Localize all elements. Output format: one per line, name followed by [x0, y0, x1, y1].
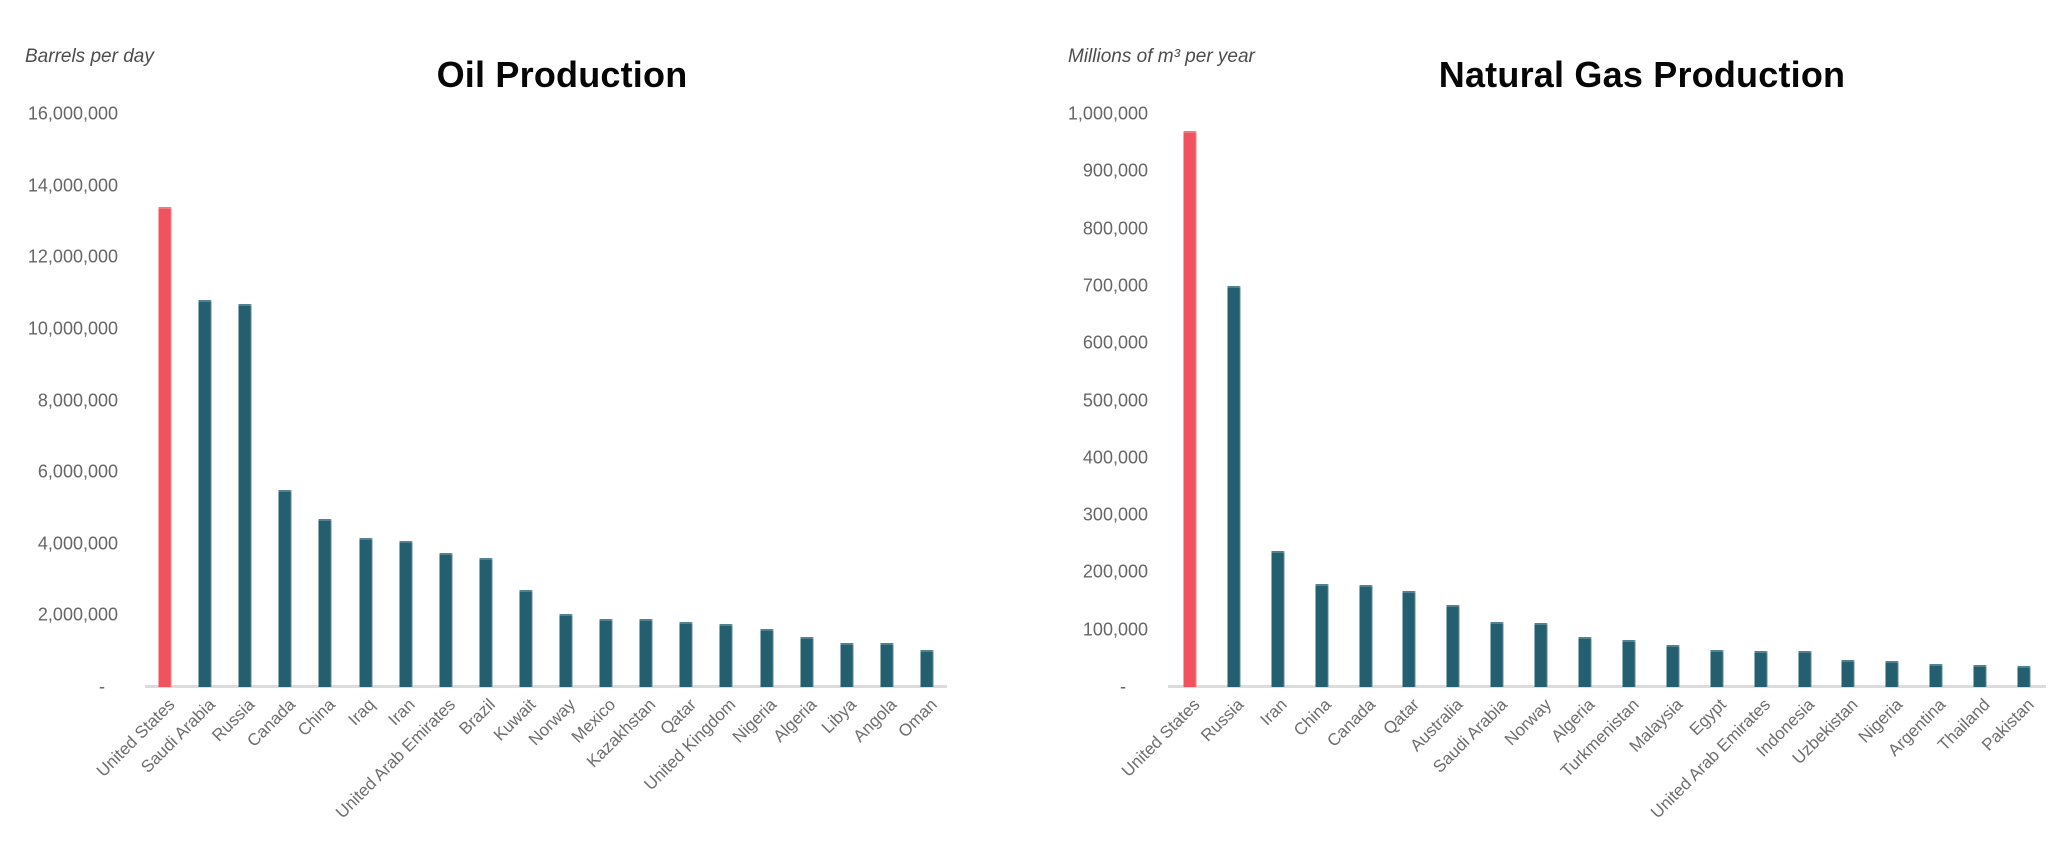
oil-y-axis: 16,000,000 14,000,000 12,000,000 10,000,000… — [16, 104, 118, 697]
bar-uzbekistan — [1841, 659, 1855, 687]
bar-russia — [1227, 285, 1241, 687]
bar-angola — [880, 642, 894, 687]
y-tick-label: 500,000 — [1082, 390, 1148, 410]
bar-thailand — [1973, 665, 1987, 687]
gas-x-axis: United States Russia Iran China Canada Qatar A… — [1118, 695, 2046, 848]
bar-kazakhstan — [639, 619, 653, 687]
gas-y-axis-caption: Millions of m³ per year — [1068, 46, 1255, 67]
x-tick-label: Oman — [894, 695, 941, 742]
bar-australia — [1446, 605, 1460, 687]
bar-saudi-arabia — [1490, 621, 1504, 687]
bar-united-arab-emirates — [439, 552, 453, 687]
bar-algeria — [800, 636, 814, 687]
y-tick-label: 10,000,000 — [27, 318, 118, 339]
y-tick-label: 800,000 — [1082, 218, 1148, 239]
bar-united-kingdom — [719, 623, 733, 687]
bar-united-states — [1183, 131, 1197, 687]
bar-kuwait — [519, 589, 533, 687]
oil-x-axis-line — [145, 685, 947, 688]
natural-gas-production-chart: Millions of m³ per year Natural Gas Prod… — [1056, 0, 2048, 848]
x-tick-label: Iran — [1257, 695, 1292, 730]
y-tick-label: 100,000 — [1082, 619, 1148, 640]
bar-libya — [840, 642, 854, 687]
bar-canada — [278, 490, 292, 687]
x-tick-label: Norway — [1500, 695, 1555, 750]
bar-nigeria — [1885, 660, 1899, 687]
y-tick-label: 16,000,000 — [27, 103, 118, 124]
y-tick-label: 200,000 — [1082, 561, 1148, 582]
bar-united-states — [158, 207, 172, 687]
bar-turkmenistan — [1622, 640, 1636, 687]
x-tick-label: Nigeria — [728, 695, 780, 747]
bar-nigeria — [760, 629, 774, 687]
y-tick-label: 2,000,000 — [37, 604, 118, 625]
bar-pakistan — [2017, 665, 2031, 687]
x-tick-label: United States — [1117, 695, 1204, 781]
bar-qatar — [679, 622, 693, 687]
x-tick-label: China — [294, 695, 339, 740]
bar-canada — [1359, 585, 1373, 687]
y-tick-label: 300,000 — [1082, 504, 1148, 525]
y-tick-label: 600,000 — [1082, 332, 1148, 353]
bar-iraq — [359, 538, 373, 687]
y-tick-label: 700,000 — [1082, 275, 1148, 296]
x-tick-label: Russia — [1197, 695, 1248, 746]
oil-x-axis: United States Saudi Arabia Russia Canada Chi… — [93, 695, 947, 848]
x-tick-label: Angola — [849, 695, 901, 746]
y-tick-label: 12,000,000 — [27, 246, 118, 267]
bar-malaysia — [1666, 644, 1680, 687]
x-tick-label: Canada — [1323, 695, 1379, 751]
y-tick-zero-label: - — [99, 676, 105, 697]
gas-x-axis-line — [1168, 685, 2046, 688]
oil-chart-title: Oil Production — [436, 54, 688, 95]
bar-russia — [238, 303, 252, 687]
bar-norway — [1534, 622, 1548, 687]
bar-mexico — [599, 619, 613, 687]
bar-iran — [399, 540, 413, 687]
bar-algeria — [1578, 636, 1592, 687]
gas-bars — [1168, 114, 2046, 687]
gas-y-axis: 1,000,000 900,000 800,000 700,000 600,000 500… — [1056, 104, 1148, 697]
y-tick-label: 4,000,000 — [37, 533, 118, 554]
y-tick-label: 14,000,000 — [27, 175, 118, 196]
bar-china — [318, 518, 332, 687]
bar-brazil — [479, 557, 493, 687]
bar-argentina — [1929, 663, 1943, 687]
y-tick-label: 1,000,000 — [1067, 103, 1148, 124]
bar-iran — [1271, 550, 1285, 687]
bar-indonesia — [1798, 651, 1812, 687]
gas-plot-area — [1168, 114, 2046, 688]
x-tick-label: Algeria — [769, 695, 821, 746]
y-tick-label: 900,000 — [1082, 160, 1148, 181]
oil-y-axis-caption: Barrels per day — [25, 46, 154, 67]
y-tick-label: 6,000,000 — [37, 461, 118, 482]
oil-plot-area — [145, 114, 947, 688]
bar-egypt — [1710, 650, 1724, 687]
bar-oman — [920, 650, 934, 687]
bar-qatar — [1402, 591, 1416, 687]
bar-united-arab-emirates — [1754, 651, 1768, 687]
oil-bars — [145, 114, 947, 687]
oil-production-chart: Barrels per day Oil Production 16,000,00… — [16, 0, 1006, 848]
y-tick-zero-label: - — [1120, 676, 1126, 697]
y-tick-label: 8,000,000 — [37, 390, 118, 410]
x-tick-label: Iraq — [344, 695, 379, 730]
bar-china — [1315, 583, 1329, 687]
bar-norway — [559, 614, 573, 687]
gas-chart-title: Natural Gas Production — [1438, 54, 1846, 95]
y-tick-label: 400,000 — [1082, 447, 1148, 468]
bar-saudi-arabia — [198, 300, 212, 687]
